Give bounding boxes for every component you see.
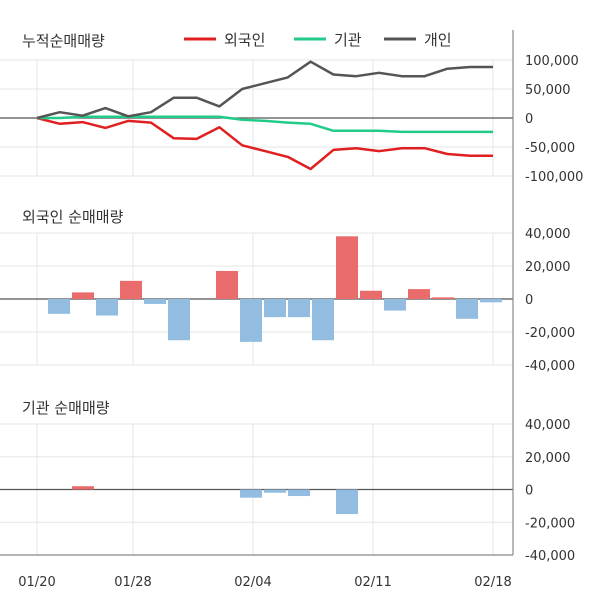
series-line-3 <box>36 60 493 120</box>
bar <box>480 299 502 303</box>
bar <box>288 299 310 318</box>
y-tick-label: 20,000 <box>525 451 571 466</box>
bar <box>336 489 358 515</box>
y-tick-label: -40,000 <box>525 359 575 374</box>
bar <box>216 270 238 299</box>
panel-title: 누적순매매량 <box>22 32 105 50</box>
legend-label: 기관 <box>334 31 362 49</box>
series-line-2 <box>37 115 493 134</box>
x-tick-label: 02/11 <box>354 575 391 590</box>
y-tick-label: 0 <box>525 293 533 308</box>
x-tick-label: 01/20 <box>18 575 55 590</box>
y-tick-label: -40,000 <box>525 549 575 564</box>
y-tick-label: -20,000 <box>525 516 575 531</box>
bar <box>384 299 406 311</box>
bar <box>288 489 310 497</box>
bar <box>120 280 142 299</box>
legend-label: 개인 <box>424 31 452 49</box>
bar <box>408 289 430 299</box>
bar <box>48 299 70 314</box>
y-tick-label: 0 <box>525 112 533 127</box>
x-tick-label: 01/28 <box>114 575 151 590</box>
bar <box>456 299 478 319</box>
y-tick-label: 50,000 <box>525 83 571 98</box>
bar <box>72 292 94 299</box>
bar <box>240 489 262 498</box>
bar <box>312 299 334 341</box>
legend-label: 외국인 <box>224 31 265 49</box>
y-tick-label: 20,000 <box>525 260 571 275</box>
panel-title: 기관 순매매량 <box>22 399 110 417</box>
bar <box>96 299 118 316</box>
bar <box>72 486 94 490</box>
y-tick-label: 100,000 <box>525 54 579 69</box>
series-line-1 <box>36 116 493 171</box>
bar <box>264 299 286 318</box>
bar <box>168 299 190 341</box>
bar <box>264 489 286 493</box>
y-tick-label: -100,000 <box>525 170 583 185</box>
bar <box>240 299 262 342</box>
bar <box>336 236 358 299</box>
x-tick-label: 02/04 <box>234 575 271 590</box>
y-tick-label: 40,000 <box>525 418 571 433</box>
x-tick-label: 02/18 <box>474 575 511 590</box>
bar <box>144 299 166 304</box>
y-tick-label: 0 <box>525 484 533 499</box>
y-tick-label: -20,000 <box>525 326 575 341</box>
y-tick-label: -50,000 <box>525 141 575 156</box>
bar <box>432 297 454 299</box>
panel-title: 외국인 순매매량 <box>22 208 124 226</box>
y-tick-label: 40,000 <box>525 227 571 242</box>
bar <box>360 290 382 299</box>
